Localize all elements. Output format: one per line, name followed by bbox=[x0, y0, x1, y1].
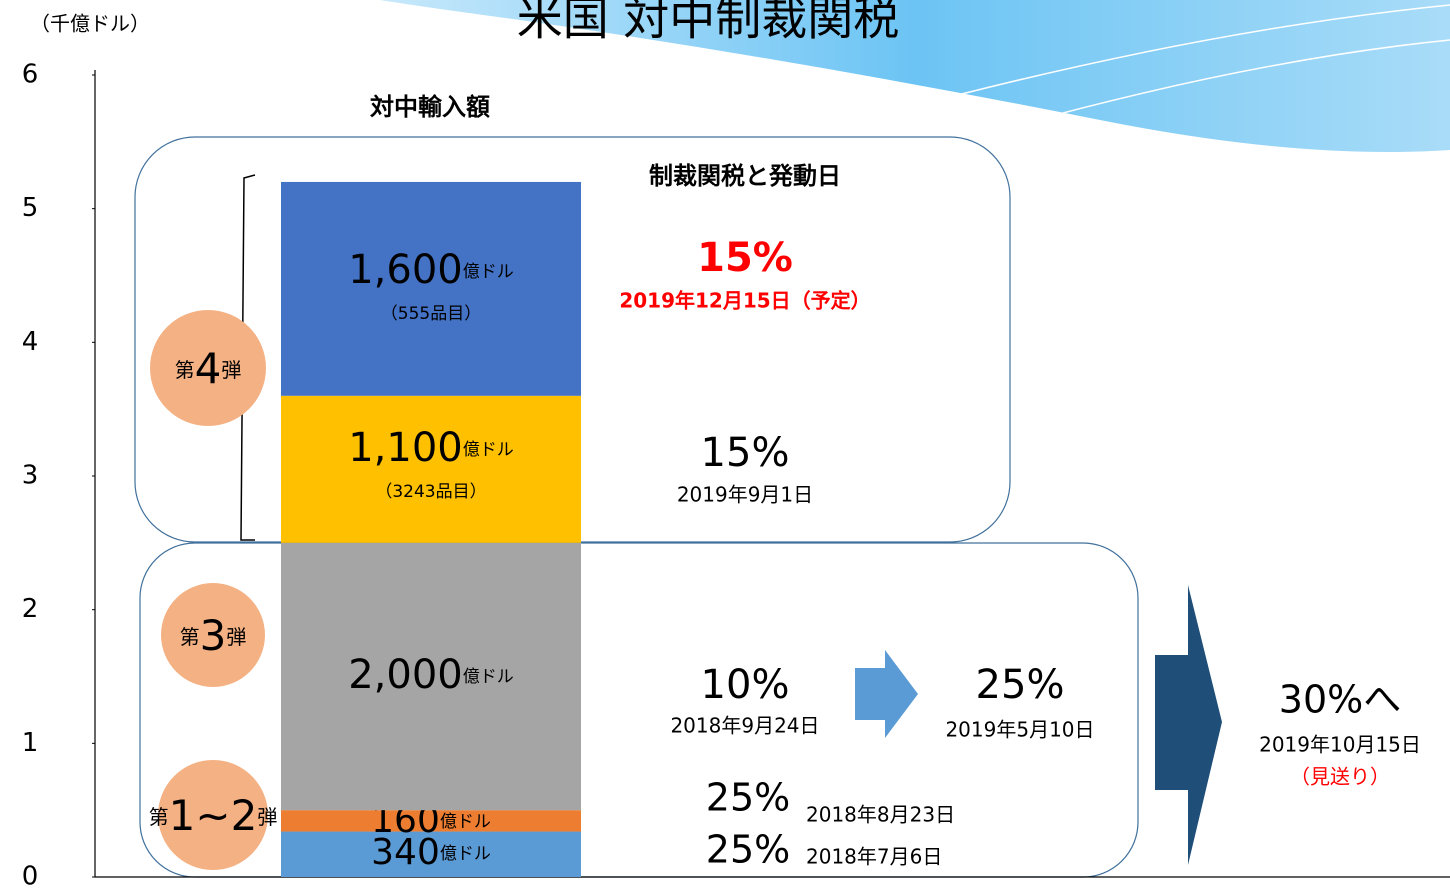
round-label-part: 3 bbox=[200, 611, 227, 660]
tariff-rate: 10% bbox=[701, 662, 790, 708]
final-date: 2019年10月15日 bbox=[1259, 733, 1421, 757]
round-label-part: 弾 bbox=[226, 625, 246, 649]
segment-label-part: 億ドル bbox=[463, 440, 514, 460]
tariff-date: 2019年5月10日 bbox=[945, 718, 1094, 742]
chart: 米国 対中制裁関税 （千億ドル） 対中輸入額 制裁関税と発動日 0 1 2 3 4 5 6 3… bbox=[0, 0, 1450, 892]
segment-label-part: 1,600 bbox=[348, 247, 463, 293]
tariff-date: 2018年9月24日 bbox=[670, 714, 819, 738]
tariff-rate: 25% bbox=[976, 662, 1065, 708]
tariff-date: 2018年7月6日 bbox=[806, 845, 942, 869]
segment-items: （3243品目） bbox=[375, 482, 486, 502]
small-arrow bbox=[855, 650, 918, 738]
round-label-part: 第 bbox=[149, 805, 169, 829]
round-label-part: 4 bbox=[195, 344, 222, 393]
tariff-rate: 15% bbox=[697, 235, 793, 281]
tariff-date: 2018年8月23日 bbox=[806, 803, 955, 827]
y-tick-label: 0 bbox=[22, 862, 39, 892]
segment-label-part: 億ドル bbox=[463, 262, 514, 282]
y-tick-label: 2 bbox=[22, 594, 39, 624]
round-label-part: 弾 bbox=[221, 358, 241, 382]
bar-title: 対中輸入額 bbox=[370, 93, 490, 121]
page: {"chart_data": { "type": "stacked_bar", … bbox=[0, 0, 1450, 892]
final-note: （見送り） bbox=[1290, 765, 1390, 789]
segment-label-part: 億ドル bbox=[440, 812, 491, 832]
y-tick-label: 6 bbox=[22, 60, 39, 90]
round-label-part: 第 bbox=[180, 625, 200, 649]
y-tick-label: 3 bbox=[22, 461, 39, 491]
y-tick-label: 4 bbox=[22, 327, 39, 357]
tariff-date: 2019年9月1日 bbox=[677, 483, 813, 507]
round-label-part: 1~2 bbox=[169, 791, 258, 840]
y-tick-label: 5 bbox=[22, 193, 39, 223]
tariff-title: 制裁関税と発動日 bbox=[649, 162, 841, 190]
y-unit: （千億ドル） bbox=[30, 12, 150, 36]
segment-label-part: 億ドル bbox=[463, 667, 514, 687]
segment-label-part: 2,000 bbox=[348, 652, 463, 698]
segment-label-part: 1,100 bbox=[348, 425, 463, 471]
tariff-rate: 25% bbox=[706, 828, 790, 872]
segment-label-part: 億ドル bbox=[440, 844, 491, 864]
segment-items: （555品目） bbox=[381, 304, 481, 324]
round-label-part: 第 bbox=[175, 358, 195, 382]
y-tick-label: 1 bbox=[22, 728, 39, 758]
tariff-date: 2019年12月15日（予定） bbox=[619, 289, 870, 313]
chart-title: 米国 対中制裁関税 bbox=[517, 0, 900, 46]
final-rate: 30%へ bbox=[1279, 678, 1401, 722]
tariff-rate: 25% bbox=[706, 776, 790, 820]
tariff-rate: 15% bbox=[701, 430, 790, 476]
round-label-part: 弾 bbox=[257, 805, 277, 829]
big-arrow bbox=[1155, 585, 1222, 865]
